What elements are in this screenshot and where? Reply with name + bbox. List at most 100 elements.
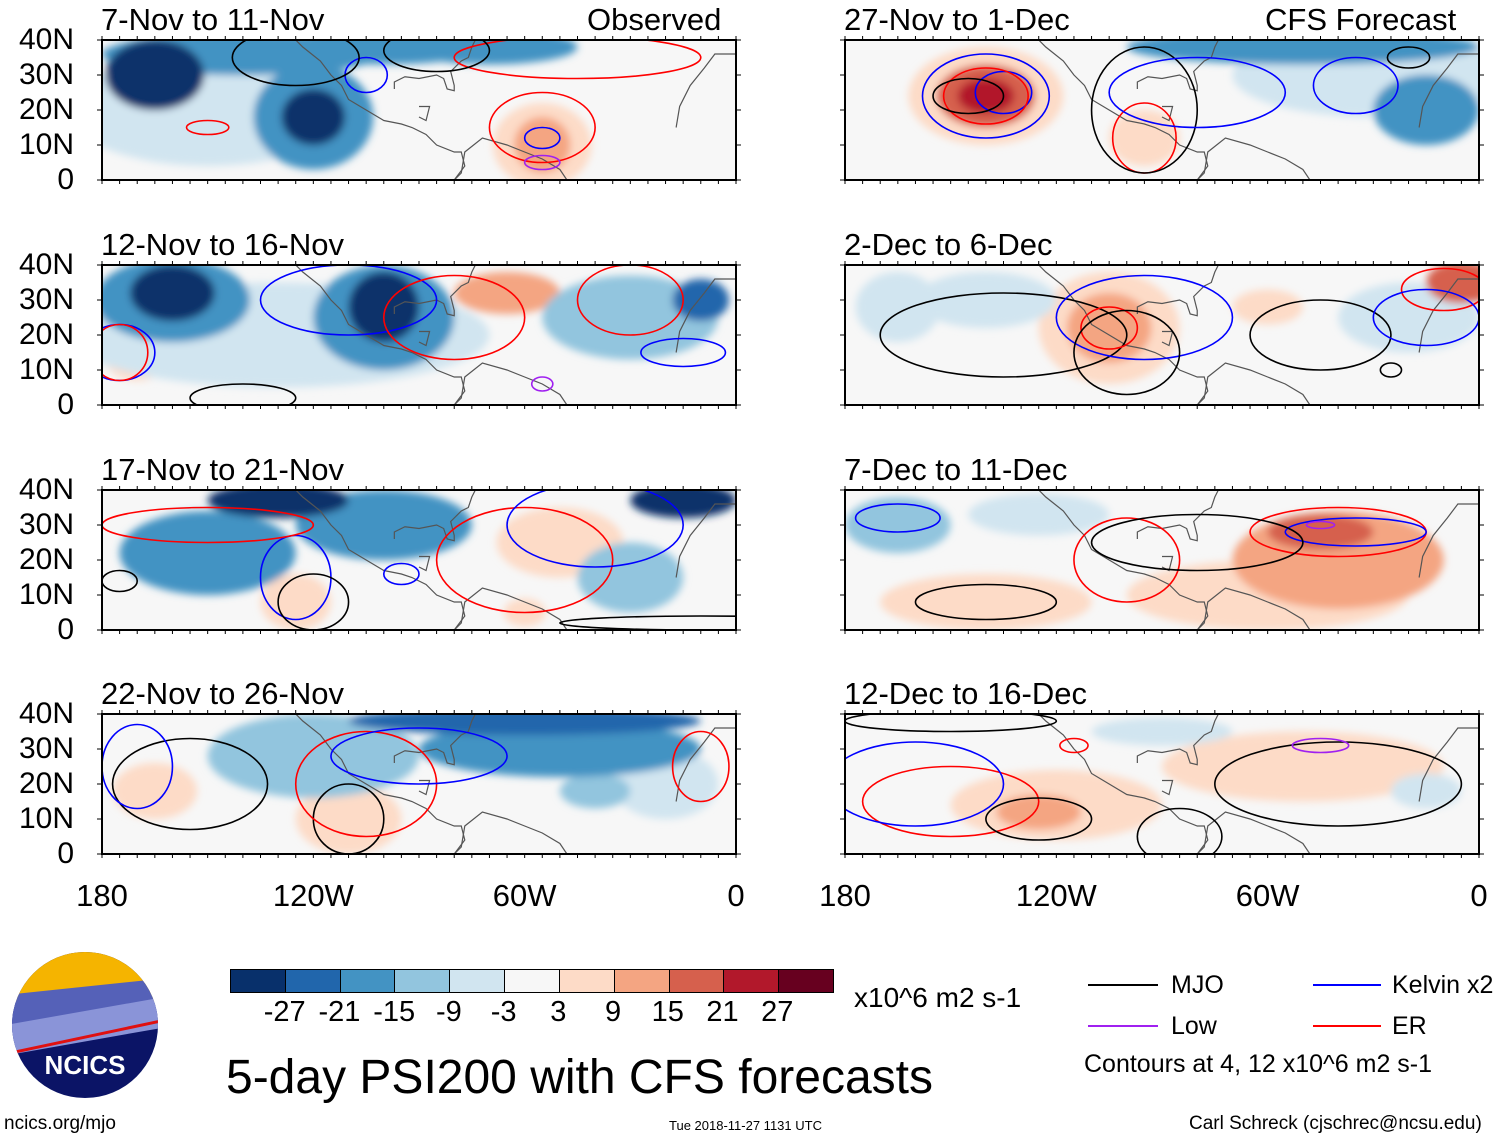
lat-label: 40N	[18, 23, 74, 56]
colorbar	[230, 969, 834, 993]
panel-title: 17-Nov to 21-Nov	[101, 452, 344, 487]
anomaly-region	[915, 272, 1057, 328]
lat-label: 0	[57, 837, 74, 870]
coastline	[1136, 714, 1219, 766]
anomaly-region	[112, 763, 198, 819]
legend-kelvin-line	[1313, 984, 1381, 986]
lat-label: 40N	[18, 248, 74, 281]
kelvin-contour	[1055, 274, 1234, 361]
anomaly-region	[207, 490, 349, 518]
coastline	[675, 278, 736, 353]
coastline	[295, 265, 466, 405]
anomaly-region	[260, 574, 331, 630]
legend-kelvin-label: Kelvin x2	[1392, 971, 1494, 999]
mjo-contour	[1249, 299, 1392, 371]
anomaly-region	[1066, 293, 1152, 363]
er-contour	[1400, 267, 1479, 312]
coastline	[453, 587, 568, 630]
lat-label: 20N	[18, 543, 74, 576]
kelvin-contour	[1108, 56, 1287, 129]
er-contour	[1073, 517, 1181, 603]
mjo-contour	[932, 77, 1005, 115]
lon-label: 180	[76, 878, 128, 913]
coastline	[1418, 503, 1479, 578]
map-panel	[97, 710, 741, 858]
colorbar-swatch	[668, 970, 724, 992]
anomaly-region	[348, 714, 701, 735]
site-link[interactable]: ncics.org/mjo	[4, 1113, 116, 1134]
legend-low-label: Low	[1171, 1012, 1217, 1040]
coastline	[1161, 330, 1174, 347]
coastline	[1038, 714, 1209, 854]
colorbar-swatch	[339, 970, 395, 992]
anomaly-region	[419, 721, 701, 777]
colorbar-swatch	[613, 970, 669, 992]
anomaly-region	[880, 574, 1092, 630]
lon-label: 180	[819, 878, 871, 913]
lat-label: 30N	[18, 283, 74, 316]
coastline	[675, 53, 736, 128]
colorbar-swatch	[449, 970, 505, 992]
mjo-contour	[1214, 741, 1463, 827]
low-contour	[1291, 737, 1350, 754]
kelvin-contour	[330, 727, 508, 785]
map-panel	[840, 486, 1484, 634]
lat-label: 10N	[18, 578, 74, 611]
anomaly-region	[672, 279, 729, 321]
lat-label: 30N	[18, 732, 74, 765]
forecast-label: CFS Forecast	[1265, 2, 1457, 37]
figure-title: 5-day PSI200 with CFS forecasts	[226, 1051, 933, 1104]
anomaly-region	[119, 511, 296, 595]
er-contour	[1080, 306, 1139, 350]
colorbar-swatch	[504, 970, 559, 992]
coastline	[418, 779, 431, 796]
lon-label: 60W	[1235, 878, 1300, 913]
anomaly-region	[207, 714, 419, 798]
er-contour	[102, 323, 149, 382]
mjo-contour	[102, 569, 139, 593]
anomaly-region	[1390, 773, 1462, 809]
mjo-contour	[1136, 807, 1223, 854]
mjo-contour	[277, 573, 350, 630]
mjo-contour	[845, 714, 1058, 733]
kelvin-contour	[921, 53, 1051, 139]
kelvin-contour	[382, 562, 420, 586]
kelvin-contour	[974, 70, 1033, 115]
mjo-contour	[111, 737, 269, 831]
coastline	[418, 555, 431, 572]
panel-title: 2-Dec to 6-Dec	[844, 227, 1053, 262]
map-panel	[97, 36, 741, 184]
lat-label: 20N	[18, 93, 74, 126]
kelvin-contour	[640, 337, 727, 368]
legend-er-line	[1313, 1025, 1381, 1027]
kelvin-contour	[506, 490, 684, 568]
legend-low-line	[1088, 1025, 1158, 1027]
kelvin-contour	[523, 126, 561, 150]
anomaly-region	[514, 117, 571, 173]
er-contour	[942, 67, 1029, 125]
colorbar-label: -3	[490, 996, 517, 1028]
coastline	[1038, 265, 1209, 405]
coastline	[1196, 362, 1311, 405]
kelvin-contour	[845, 741, 1005, 827]
er-contour	[382, 274, 526, 361]
colorbar-swatch	[394, 970, 450, 992]
colorbar-swatch	[778, 970, 833, 992]
mjo-contour	[1073, 309, 1181, 396]
low-contour	[530, 376, 554, 392]
coastline	[1136, 490, 1219, 542]
ncics-logo: NCICS	[12, 952, 158, 1098]
anomaly-region	[105, 40, 205, 110]
er-contour	[1059, 737, 1089, 754]
lat-label: 30N	[18, 58, 74, 91]
er-contour	[488, 91, 596, 164]
coastline	[1161, 779, 1174, 796]
colorbar-label: -27	[263, 996, 306, 1028]
lat-label: 10N	[18, 353, 74, 386]
colorbar-swatch	[231, 970, 285, 992]
coastline	[1038, 490, 1209, 630]
coastline	[453, 137, 568, 180]
coastline	[393, 40, 476, 92]
map-panel	[840, 261, 1484, 409]
coastline	[453, 362, 568, 405]
